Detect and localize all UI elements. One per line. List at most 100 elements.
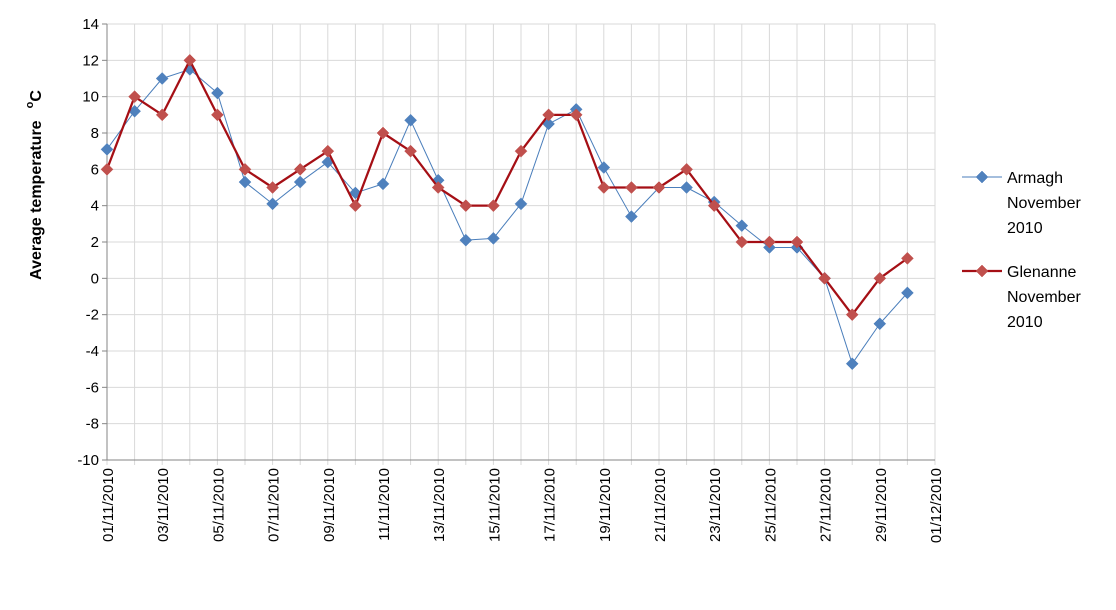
y-axis-title: Average temperature oC — [24, 90, 45, 280]
y-tick-label: -4 — [86, 343, 99, 360]
data-point — [514, 144, 528, 158]
y-tick-label: -10 — [77, 452, 99, 469]
legend-item: Armagh November 2010 — [962, 170, 1081, 237]
x-tick-label: 11/11/2010 — [376, 468, 393, 541]
data-point — [487, 199, 500, 213]
data-point — [542, 108, 555, 122]
legend-label: Armagh — [1007, 170, 1063, 187]
series-1 — [100, 63, 914, 371]
data-point — [431, 181, 445, 194]
data-point — [100, 142, 114, 156]
legend-label: November — [1007, 195, 1081, 212]
x-tick-label: 09/11/2010 — [321, 468, 338, 542]
data-point — [625, 181, 638, 194]
data-point — [266, 181, 279, 194]
data-point — [321, 144, 335, 158]
x-tick-label: 23/11/2010 — [707, 468, 724, 542]
data-point — [100, 162, 114, 176]
data-point — [183, 53, 197, 67]
legend-label: 2010 — [1007, 220, 1043, 237]
x-tick-label: 21/11/2010 — [652, 468, 669, 542]
x-tick-label: 27/11/2010 — [818, 468, 835, 542]
y-tick-label: -2 — [86, 307, 99, 324]
y-tick-label: 0 — [91, 270, 99, 287]
data-point — [293, 162, 307, 176]
data-point — [459, 233, 473, 247]
y-axis-tick-labels: -10 -8 -6 -4 -2 0 2 4 6 8 10 12 14 — [77, 16, 99, 469]
x-tick-label: 17/11/2010 — [542, 468, 559, 542]
legend: Armagh November 2010 Glenanne November 2010 — [962, 170, 1081, 331]
x-tick-label: 05/11/2010 — [210, 468, 227, 542]
x-tick-label: 29/11/2010 — [873, 468, 890, 542]
series-2 — [100, 53, 914, 322]
data-point — [735, 235, 749, 249]
x-tick-label: 19/11/2010 — [597, 468, 614, 542]
data-point — [873, 271, 887, 285]
data-point — [680, 162, 693, 176]
x-tick-label: 15/11/2010 — [486, 468, 503, 542]
legend-label: November — [1007, 289, 1081, 306]
y-tick-label: 8 — [91, 125, 99, 142]
data-point — [514, 197, 528, 211]
data-point — [845, 357, 859, 371]
y-tick-label: 10 — [82, 89, 99, 106]
data-point — [211, 86, 224, 100]
data-point — [211, 108, 224, 122]
x-axis-tick-marks — [102, 23, 936, 465]
y-tick-label: 2 — [91, 234, 99, 251]
y-tick-label: 12 — [82, 52, 99, 69]
series-line — [105, 59, 909, 316]
data-point — [128, 90, 141, 104]
axes — [106, 24, 935, 461]
data-point — [818, 271, 831, 285]
data-point — [404, 144, 417, 158]
data-point — [376, 126, 390, 140]
data-point — [901, 286, 914, 300]
y-tick-label: 6 — [91, 161, 99, 178]
data-point — [293, 175, 307, 189]
data-point — [790, 235, 804, 249]
x-tick-label: 03/11/2010 — [155, 468, 172, 542]
x-tick-label: 01/12/2010 — [928, 468, 945, 543]
data-point — [845, 308, 859, 322]
y-tick-label: -6 — [86, 379, 99, 396]
y-tick-label: -8 — [86, 416, 99, 433]
data-point — [266, 197, 279, 211]
data-point — [901, 251, 914, 265]
data-point — [487, 232, 500, 245]
series-line — [106, 68, 908, 365]
series-layer — [100, 53, 914, 371]
data-point — [238, 162, 252, 176]
y-tick-label: 14 — [82, 16, 99, 33]
data-point — [735, 219, 749, 233]
data-point — [707, 199, 721, 213]
x-tick-label: 01/11/2010 — [100, 468, 117, 542]
data-point — [597, 161, 611, 174]
legend-item: Glenanne November 2010 — [962, 264, 1081, 331]
data-point — [680, 181, 693, 194]
data-point — [652, 181, 666, 194]
data-point — [597, 181, 611, 194]
data-point — [404, 113, 417, 127]
x-tick-label: 25/11/2010 — [762, 468, 779, 542]
data-point — [155, 72, 169, 85]
data-point — [569, 108, 583, 122]
x-tick-label: 13/11/2010 — [431, 468, 448, 542]
data-point — [238, 175, 252, 189]
legend-label: Glenanne — [1007, 264, 1076, 281]
data-point — [376, 177, 390, 191]
data-point — [459, 199, 473, 213]
y-axis-title-text: Average temperature — [28, 120, 45, 280]
y-tick-label: 4 — [91, 198, 99, 215]
data-point — [349, 199, 362, 213]
y-axis-unit: C — [28, 90, 45, 102]
y-axis-unit-superscript: o — [24, 101, 36, 108]
data-point — [873, 317, 887, 331]
data-point — [625, 210, 638, 223]
x-tick-label: 07/11/2010 — [266, 468, 283, 542]
legend-marker — [975, 170, 989, 184]
data-point — [155, 108, 169, 122]
legend-marker — [975, 264, 989, 278]
legend-label: 2010 — [1007, 314, 1043, 331]
